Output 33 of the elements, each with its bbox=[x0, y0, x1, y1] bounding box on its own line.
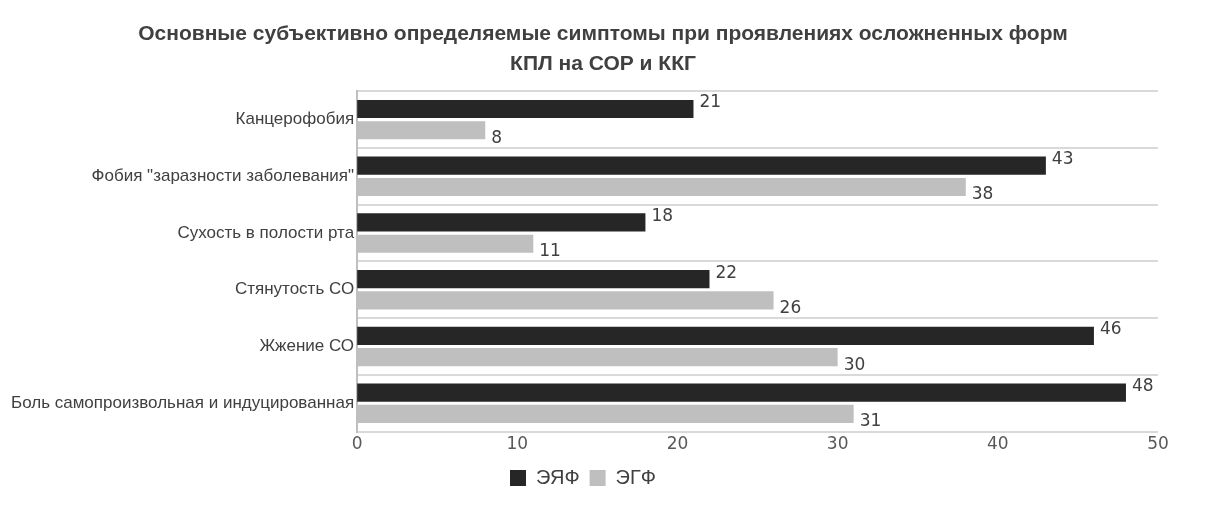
data-label: 18 bbox=[651, 204, 674, 225]
bar bbox=[357, 270, 710, 289]
y-tick-label: Жжение СО bbox=[259, 336, 355, 356]
y-tick-label: Фобия "заразности заболевания" bbox=[91, 165, 355, 185]
data-label: 22 bbox=[715, 261, 738, 282]
y-tick-label: Боль самопроизвольная и индуцированная bbox=[11, 392, 355, 412]
bar bbox=[357, 99, 694, 118]
x-tick-label: 10 bbox=[506, 433, 529, 454]
bar bbox=[357, 213, 646, 232]
y-tick-label: Стянутость СО bbox=[234, 279, 355, 299]
x-tick-label: 50 bbox=[1147, 433, 1169, 454]
legend-label: ЭЯФ bbox=[536, 465, 580, 488]
chart-title: Основные субъективно определяемые симптомы при проявлениях осложненных форм КПЛ на СОР и ККГ bbox=[137, 20, 1069, 76]
x-tick-label: 0 bbox=[351, 433, 363, 454]
legend-label: ЭГФ bbox=[615, 465, 657, 488]
bar bbox=[357, 156, 1046, 175]
x-tick-label: 40 bbox=[987, 433, 1009, 454]
data-label: 38 bbox=[971, 183, 994, 204]
bar bbox=[357, 326, 1094, 345]
data-label: 30 bbox=[843, 353, 866, 374]
data-label: 46 bbox=[1099, 318, 1122, 339]
y-tick-label: Сухость в полости рта bbox=[177, 222, 355, 242]
y-tick-label: Канцерофобия bbox=[235, 109, 355, 129]
x-tick-label: 30 bbox=[826, 433, 849, 454]
data-label: 11 bbox=[539, 240, 561, 261]
data-label: 31 bbox=[859, 410, 882, 431]
x-tick-label: 20 bbox=[666, 433, 689, 454]
data-label: 8 bbox=[491, 126, 503, 147]
data-label: 48 bbox=[1131, 375, 1154, 396]
bar bbox=[357, 383, 1126, 402]
data-label: 26 bbox=[779, 296, 802, 317]
data-label: 43 bbox=[1051, 148, 1074, 169]
data-label: 21 bbox=[699, 91, 722, 112]
